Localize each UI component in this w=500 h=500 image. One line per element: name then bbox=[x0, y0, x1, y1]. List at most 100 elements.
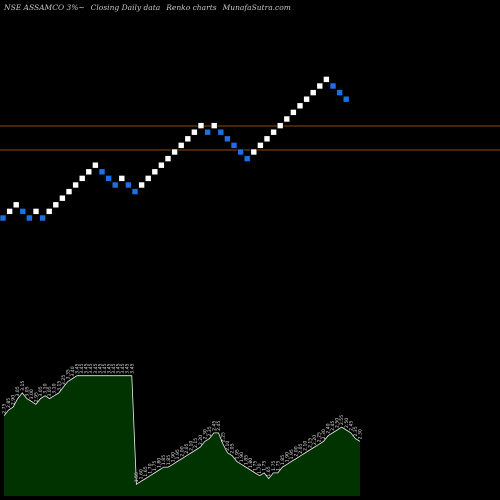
area-data-label: 1.95 bbox=[289, 449, 295, 459]
area-data-label: 1.75 bbox=[275, 461, 281, 471]
renko-brick-up bbox=[85, 168, 93, 176]
area-data-label: 2.25 bbox=[221, 432, 227, 442]
area-data-label: 1.60 bbox=[138, 469, 144, 479]
area-data-label: 1.90 bbox=[239, 452, 245, 462]
area-data-label: 2.05 bbox=[298, 443, 304, 453]
renko-brick-down bbox=[19, 208, 27, 215]
renko-brick-down bbox=[131, 188, 139, 195]
area-data-label: 3.05 bbox=[15, 386, 21, 396]
area-data-label: 1.85 bbox=[243, 455, 249, 465]
area-data-label: 2.20 bbox=[312, 435, 318, 445]
renko-brick-up bbox=[263, 135, 271, 143]
renko-brick-down bbox=[125, 181, 132, 189]
area-data-label: 3.10 bbox=[52, 383, 58, 393]
area-data-label: 3.05 bbox=[38, 386, 44, 396]
area-line bbox=[3, 375, 361, 486]
area-data-label: 2.45 bbox=[348, 421, 354, 431]
area-data-label: 3.05 bbox=[24, 386, 30, 396]
renko-brick-down bbox=[111, 181, 119, 189]
area-data-label: 1.75 bbox=[152, 461, 158, 471]
renko-brick-up bbox=[92, 161, 99, 169]
horizontal-lines bbox=[0, 125, 500, 151]
area-data-label: 3.15 bbox=[56, 381, 62, 391]
area-data-label: 2.50 bbox=[335, 418, 341, 428]
area-data-label: 2.45 bbox=[216, 421, 222, 431]
area-data-label: 3.45 bbox=[97, 363, 103, 373]
area-data-label: 3.45 bbox=[84, 363, 90, 373]
renko-brick-up bbox=[323, 76, 330, 83]
site-label: MunafaSutra.com bbox=[222, 3, 291, 12]
area-data-label: 3.45 bbox=[107, 363, 113, 373]
renko-brick-down bbox=[217, 128, 225, 136]
area-data-label: 2.30 bbox=[202, 429, 208, 439]
area-data-label: 1.90 bbox=[170, 452, 176, 462]
renko-brick-up bbox=[303, 95, 310, 103]
area-data-label: 3.45 bbox=[129, 363, 135, 373]
area-data-label: 3.35 bbox=[65, 369, 71, 379]
renko-brick-down bbox=[243, 155, 251, 162]
area-data-label: 1.55 bbox=[134, 472, 140, 482]
renko-brick-up bbox=[78, 175, 86, 182]
renko-brick-up bbox=[12, 201, 20, 209]
area-data-label: 3.45 bbox=[111, 363, 117, 373]
renko-brick-down bbox=[342, 95, 350, 103]
renko-brick-up bbox=[45, 208, 53, 215]
renko-brick-up bbox=[65, 188, 73, 195]
renko-brick-down bbox=[39, 214, 46, 222]
area-data-label: 2.50 bbox=[344, 418, 350, 428]
renko-bricks bbox=[0, 76, 350, 222]
renko-brick-up bbox=[59, 194, 66, 202]
area-data-label: 3.00 bbox=[29, 389, 35, 399]
area-data-label: 2.95 bbox=[33, 392, 39, 402]
renko-brick-up bbox=[164, 155, 172, 162]
renko-brick-down bbox=[230, 142, 238, 149]
chart-kind-label: Renko charts bbox=[166, 3, 217, 12]
area-data-label: 2.45 bbox=[211, 421, 217, 431]
renko-brick-down bbox=[329, 82, 337, 90]
area-fill bbox=[4, 375, 360, 496]
area-data-label: 1.65 bbox=[266, 466, 272, 476]
area-data-label: 2.40 bbox=[326, 423, 332, 433]
area-data-label: 1.80 bbox=[248, 458, 254, 468]
subtitle-label: Closing Daily data bbox=[90, 3, 161, 12]
area-data-label: 3.45 bbox=[93, 363, 99, 373]
area-data-label: 2.00 bbox=[180, 446, 186, 456]
area-data-label: 3.40 bbox=[70, 366, 76, 376]
area-data-label: 1.95 bbox=[234, 449, 240, 459]
area-data-label: 3.15 bbox=[20, 381, 26, 391]
renko-brick-up bbox=[250, 148, 258, 156]
area-data-label: 3.45 bbox=[116, 363, 122, 373]
renko-brick-up bbox=[191, 128, 198, 136]
area-data-label: 3.10 bbox=[43, 383, 49, 393]
area-data-label: 2.25 bbox=[316, 432, 322, 442]
area-data-label: 2.10 bbox=[303, 441, 309, 451]
area-data-label: 3.45 bbox=[102, 363, 108, 373]
area-data-label: 2.75 bbox=[2, 403, 8, 413]
area-data-label: 1.85 bbox=[280, 455, 286, 465]
renko-brick-up bbox=[72, 181, 79, 189]
renko-brick-up bbox=[158, 161, 165, 169]
renko-brick-up bbox=[184, 135, 192, 143]
area-data-label: 1.85 bbox=[161, 455, 167, 465]
area-data-label: 1.70 bbox=[148, 463, 154, 473]
renko-brick-down bbox=[0, 214, 7, 222]
renko-brick-up bbox=[290, 109, 297, 116]
renko-brick-down bbox=[26, 214, 33, 222]
area-data-label: 1.75 bbox=[253, 461, 259, 471]
area-data-label: 2.85 bbox=[6, 398, 12, 408]
renko-brick-up bbox=[118, 175, 126, 182]
renko-brick-up bbox=[151, 168, 159, 176]
renko-brick-up bbox=[309, 89, 317, 96]
symbol-label: NSE ASSAMCO 3%~ bbox=[4, 3, 85, 12]
area-data-label: 1.75 bbox=[271, 461, 277, 471]
area-data-label: 1.95 bbox=[175, 449, 181, 459]
area-data-label: 3.25 bbox=[61, 375, 67, 385]
area-data-label: 2.15 bbox=[193, 438, 199, 448]
area-data-label: 2.15 bbox=[307, 438, 313, 448]
renko-brick-up bbox=[6, 208, 13, 215]
area-data-label: 2.10 bbox=[225, 441, 231, 451]
chart-title: NSE ASSAMCO 3%~ Closing Daily data Renko c… bbox=[4, 3, 297, 12]
area-data-label: 2.20 bbox=[198, 435, 204, 445]
